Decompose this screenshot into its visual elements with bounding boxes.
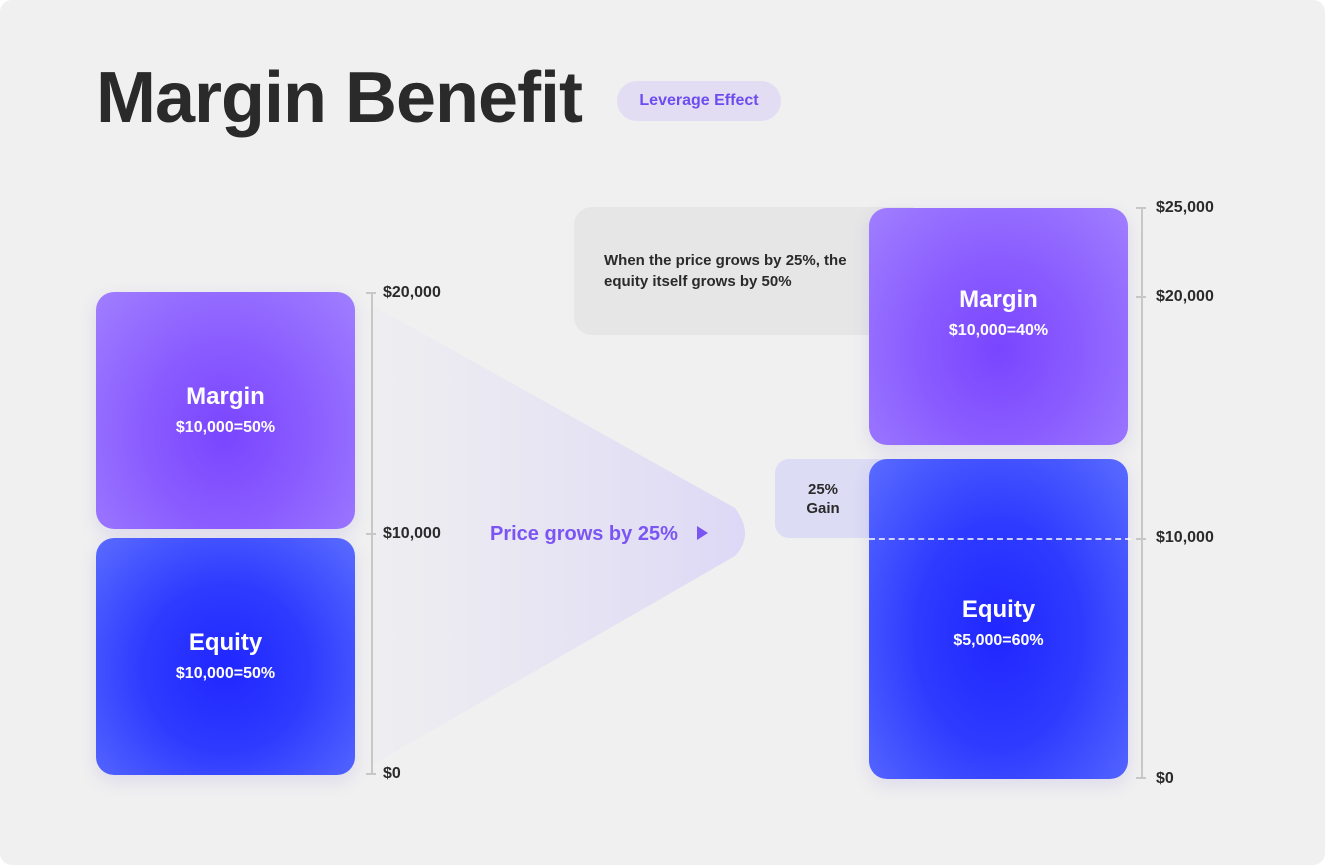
after-axis-tick <box>1136 207 1146 209</box>
play-arrow-icon <box>697 526 708 540</box>
before-axis-tick <box>366 292 376 294</box>
before-axis-tick <box>366 533 376 535</box>
after-axis-tick <box>1136 538 1146 540</box>
explanation-text: When the price grows by 25%, the equity … <box>604 252 847 290</box>
before-axis-label-mid: $10,000 <box>383 525 441 542</box>
page-title: Margin Benefit <box>96 58 583 138</box>
after-axis-line <box>1141 207 1143 779</box>
after-margin-block: Margin $10,000=40% <box>869 208 1128 445</box>
after-axis-label-upper: $20,000 <box>1156 288 1214 305</box>
explanation-callout <box>574 207 914 335</box>
leverage-effect-badge: Leverage Effect <box>617 81 781 121</box>
before-margin-block: Margin $10,000=50% <box>96 292 355 529</box>
before-equity-label: Equity <box>188 628 263 656</box>
before-axis-label-zero: $0 <box>383 765 401 782</box>
before-axis-tick <box>366 773 376 775</box>
after-margin-label: Margin <box>959 285 1038 313</box>
gain-word: Gain <box>806 500 840 517</box>
after-margin-value: $10,000=40% <box>948 321 1049 339</box>
price-growth-label: Price grows by 25% <box>490 523 678 545</box>
after-axis-label-top: $25,000 <box>1156 199 1214 216</box>
before-margin-label: Margin <box>186 382 265 410</box>
after-equity-label: Equity <box>961 596 1036 623</box>
after-equity-block: Equity $5,000=60% <box>869 459 1128 779</box>
after-axis-tick <box>1136 777 1146 779</box>
original-equity-level-line <box>869 538 1131 540</box>
after-equity-value: $5,000=60% <box>953 632 1044 649</box>
before-axis-label-top: $20,000 <box>383 284 441 301</box>
before-equity-value: $10,000=50% <box>175 664 276 682</box>
gain-percent: 25% <box>807 481 839 498</box>
after-axis-label-zero: $0 <box>1156 770 1174 787</box>
gain-text: 25% Gain <box>790 480 856 518</box>
before-margin-value: $10,000=50% <box>175 418 276 436</box>
after-axis-label-mid: $10,000 <box>1156 529 1214 546</box>
after-axis-tick <box>1136 296 1146 298</box>
before-equity-block: Equity $10,000=50% <box>96 538 355 775</box>
